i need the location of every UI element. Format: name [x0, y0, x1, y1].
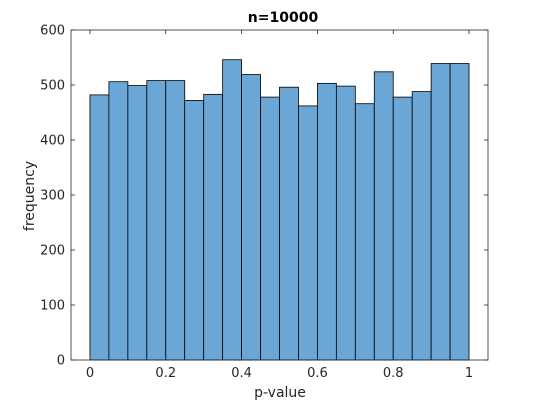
y-tick-label: 0: [57, 354, 65, 369]
histogram-bar-15: [373, 71, 394, 361]
histogram-bar-14: [354, 103, 375, 361]
histogram-bar-1: [108, 81, 129, 361]
histogram-bar-19: [449, 63, 470, 361]
histogram-bar-0: [89, 94, 110, 361]
y-tick-label: 400: [40, 134, 65, 149]
x-tick-label: 0.8: [383, 366, 404, 381]
y-tick-label: 600: [40, 24, 65, 39]
x-tick-label: 1: [465, 366, 473, 381]
histogram-bar-13: [335, 85, 356, 361]
histogram-bar-2: [127, 85, 148, 361]
histogram-bar-3: [146, 80, 167, 361]
y-axis-ticks: 0 100 200 300 400 500 600: [40, 24, 488, 369]
x-axis-label: p-value: [254, 385, 306, 401]
x-tick-label: 0.4: [231, 366, 252, 381]
x-axis-ticks: 0 0.2 0.4 0.6 0.8 1: [86, 30, 473, 381]
y-tick-label: 200: [40, 244, 65, 259]
y-axis-label: frequency: [22, 161, 38, 231]
histogram-bar-6: [203, 93, 224, 361]
histogram-bar-5: [184, 100, 205, 361]
histogram-bar-10: [279, 86, 299, 361]
histogram-bar-17: [411, 91, 432, 361]
y-tick-label: 100: [40, 299, 65, 314]
histogram-bar-16: [392, 96, 413, 361]
histogram-bar-4: [165, 80, 186, 361]
histogram-bar-18: [430, 63, 451, 361]
y-tick-label: 500: [40, 79, 65, 94]
chart-title: n=10000: [248, 10, 319, 26]
x-tick-label: 0.2: [155, 366, 176, 381]
y-tick-label: 300: [40, 189, 65, 204]
histogram-bar-11: [298, 105, 318, 361]
bars-group: [89, 59, 470, 361]
histogram-bar-9: [260, 96, 280, 361]
histogram-bar-12: [317, 82, 337, 361]
x-tick-label: 0.6: [307, 366, 328, 381]
x-tick-label: 0: [86, 366, 94, 381]
histogram-bar-7: [222, 59, 242, 361]
histogram-bar-8: [241, 74, 261, 361]
